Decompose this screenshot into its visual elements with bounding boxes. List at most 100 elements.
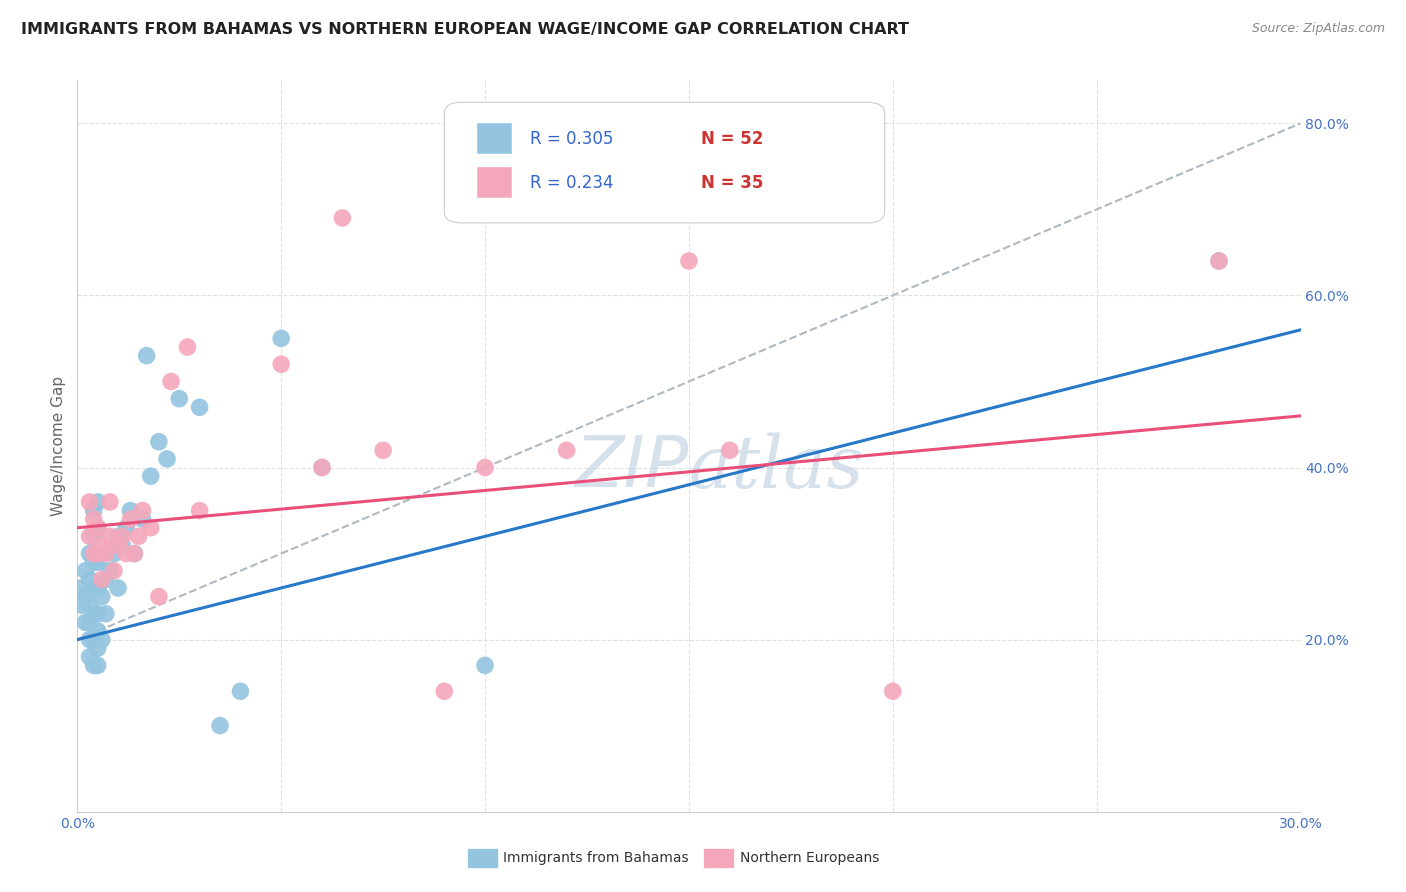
Point <box>131 503 153 517</box>
Point <box>90 632 112 647</box>
Point <box>79 598 101 612</box>
Point <box>103 564 125 578</box>
Point <box>156 451 179 466</box>
Text: Northern Europeans: Northern Europeans <box>740 851 879 865</box>
Point <box>474 460 496 475</box>
Point <box>75 615 97 630</box>
Text: Source: ZipAtlas.com: Source: ZipAtlas.com <box>1251 22 1385 36</box>
Point <box>87 495 110 509</box>
Point <box>87 624 110 638</box>
Point <box>115 521 138 535</box>
FancyBboxPatch shape <box>477 123 512 154</box>
Point <box>90 538 112 552</box>
Point <box>128 529 150 543</box>
Text: atlas: atlas <box>689 433 865 503</box>
Point <box>98 564 121 578</box>
Point <box>332 211 354 225</box>
Text: N = 52: N = 52 <box>702 130 763 148</box>
Point <box>1208 254 1230 268</box>
Point <box>718 443 741 458</box>
Point <box>87 607 110 621</box>
Point <box>90 573 112 587</box>
Point <box>94 573 117 587</box>
Point <box>139 469 162 483</box>
Point <box>270 357 292 371</box>
Point <box>111 529 134 543</box>
Point <box>79 495 101 509</box>
Point <box>111 538 134 552</box>
Point <box>882 684 904 698</box>
Point <box>70 598 93 612</box>
Point <box>87 521 110 535</box>
Point <box>79 573 101 587</box>
Point <box>70 581 93 595</box>
Point <box>311 460 333 475</box>
Point <box>87 658 110 673</box>
Point <box>120 503 142 517</box>
Point <box>83 529 105 543</box>
Point <box>87 581 110 595</box>
Point <box>87 555 110 569</box>
Point <box>75 564 97 578</box>
Y-axis label: Wage/Income Gap: Wage/Income Gap <box>51 376 66 516</box>
Point <box>75 590 97 604</box>
Point <box>120 512 142 526</box>
Point <box>83 581 105 595</box>
Text: IMMIGRANTS FROM BAHAMAS VS NORTHERN EUROPEAN WAGE/INCOME GAP CORRELATION CHART: IMMIGRANTS FROM BAHAMAS VS NORTHERN EURO… <box>21 22 910 37</box>
Point <box>176 340 198 354</box>
Point <box>107 529 129 543</box>
Point <box>98 529 121 543</box>
Point <box>83 658 105 673</box>
FancyBboxPatch shape <box>444 103 884 223</box>
Point <box>79 547 101 561</box>
Point <box>474 658 496 673</box>
Point <box>79 529 101 543</box>
Point <box>433 684 456 698</box>
Text: Immigrants from Bahamas: Immigrants from Bahamas <box>503 851 689 865</box>
Point <box>107 581 129 595</box>
Point <box>311 460 333 475</box>
Point <box>188 401 211 415</box>
Point <box>124 547 146 561</box>
Point <box>131 512 153 526</box>
Point <box>94 547 117 561</box>
Point <box>371 443 394 458</box>
Point <box>148 434 170 449</box>
Text: ZIP: ZIP <box>575 434 689 502</box>
Point <box>83 632 105 647</box>
Point <box>160 375 183 389</box>
Text: N = 35: N = 35 <box>702 174 763 192</box>
Point <box>87 521 110 535</box>
Point <box>107 538 129 552</box>
Point <box>87 641 110 656</box>
Point <box>169 392 191 406</box>
Point <box>678 254 700 268</box>
Point <box>209 719 232 733</box>
Point <box>83 547 105 561</box>
Point <box>555 443 578 458</box>
Point <box>79 632 101 647</box>
Point <box>115 547 138 561</box>
Point <box>83 555 105 569</box>
Point <box>83 607 105 621</box>
Point <box>139 521 162 535</box>
Point <box>98 495 121 509</box>
Point <box>79 649 101 664</box>
Point <box>79 615 101 630</box>
Point <box>1208 254 1230 268</box>
Point <box>90 590 112 604</box>
Point <box>270 331 292 345</box>
Text: R = 0.305: R = 0.305 <box>530 130 613 148</box>
Point <box>94 607 117 621</box>
Point <box>124 547 146 561</box>
Point <box>83 512 105 526</box>
Point <box>87 547 110 561</box>
Point <box>103 547 125 561</box>
Point <box>148 590 170 604</box>
Point <box>83 503 105 517</box>
Point <box>188 503 211 517</box>
Text: R = 0.234: R = 0.234 <box>530 174 613 192</box>
Point <box>229 684 252 698</box>
FancyBboxPatch shape <box>477 168 512 198</box>
Point <box>90 547 112 561</box>
